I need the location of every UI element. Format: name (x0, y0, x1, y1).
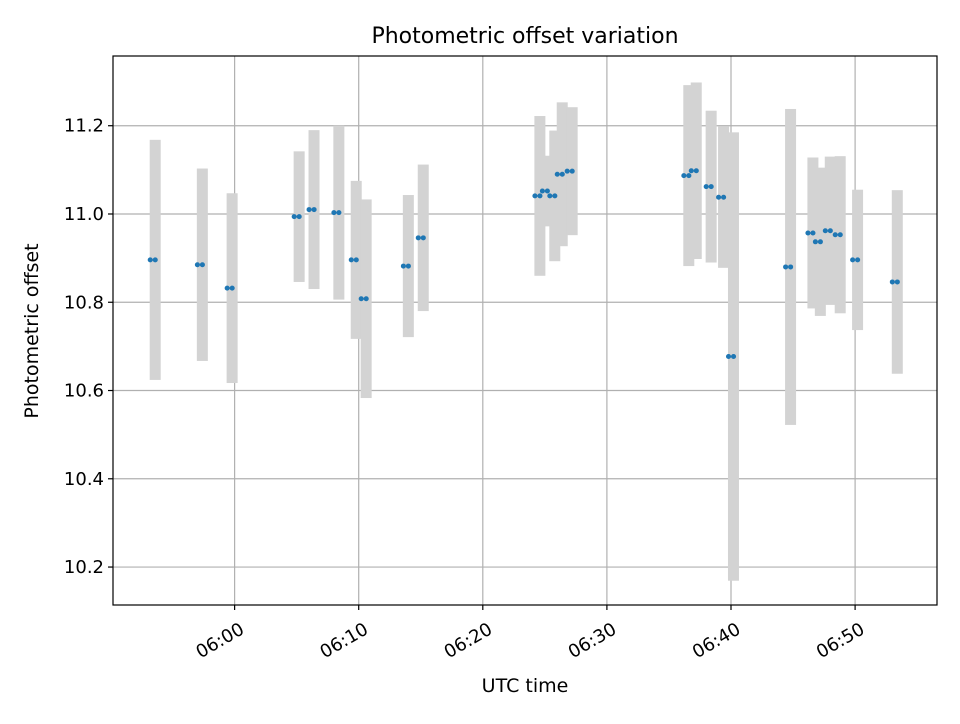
y-tick-label: 10.4 (64, 469, 104, 490)
y-tick-label: 10.6 (64, 381, 104, 402)
y-tick-label: 11.0 (64, 204, 104, 225)
y-tick-label: 10.2 (64, 557, 104, 578)
x-axis-label: UTC time (482, 675, 569, 697)
plot-frame (112, 55, 938, 606)
y-tick-label: 11.2 (64, 116, 104, 137)
data-points (147, 168, 905, 360)
plot-area (113, 56, 937, 605)
y-axis-label: Photometric offset (21, 243, 43, 418)
chart-title: Photometric offset variation (371, 24, 678, 49)
y-tick-label: 10.8 (64, 292, 104, 313)
